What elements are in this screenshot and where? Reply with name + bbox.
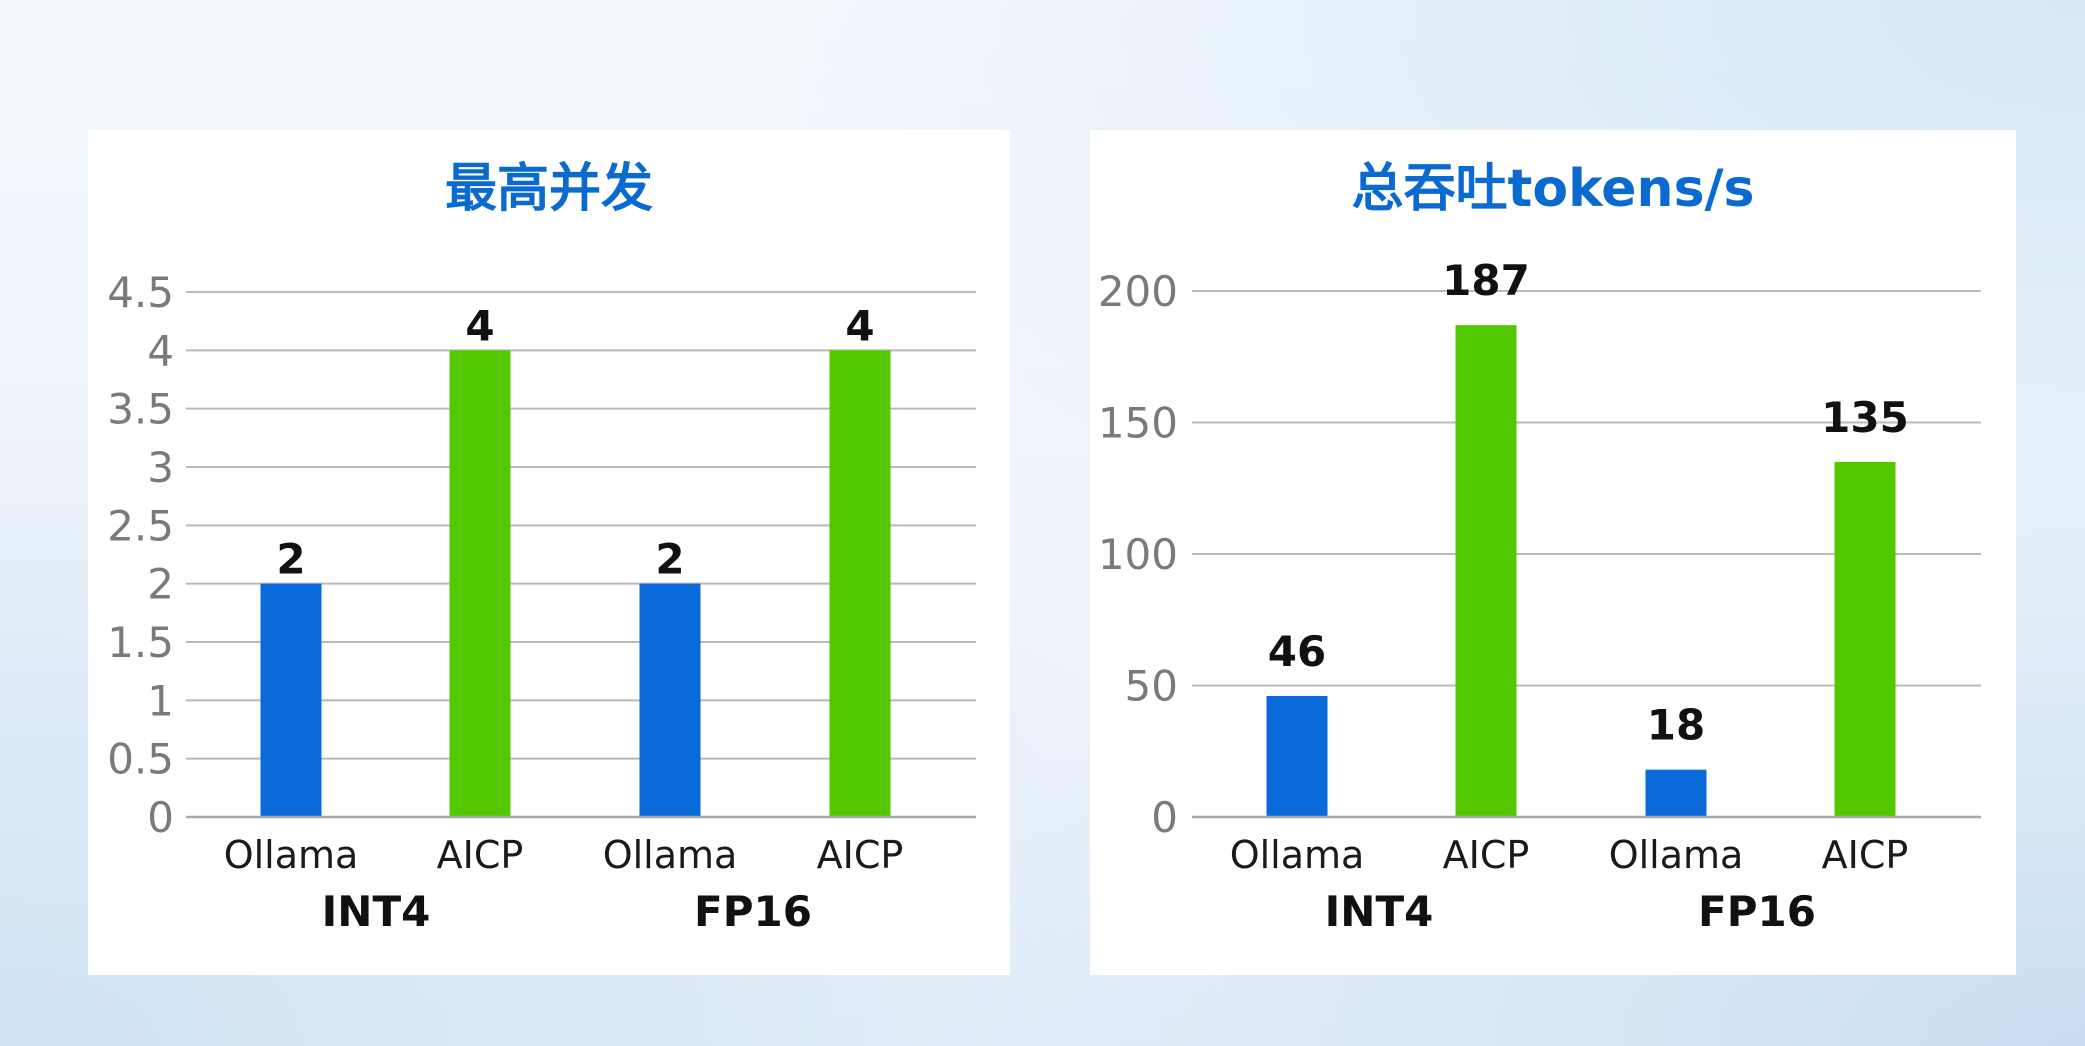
chart-panel-throughput: 总吞吐tokens/s 0 50 100 150 200 46 187 18 135 Ollama… [1090,130,2016,975]
x-category-label: Ollama [603,833,738,877]
x-group-label: INT4 [1325,887,1434,936]
chart-plot: 0 50 100 150 200 46 187 18 135 Ollama AICP Ollama AI… [1098,256,1981,936]
y-tick-label: 1 [147,676,174,725]
bar [639,583,701,817]
data-label: 2 [655,535,684,584]
data-label: 46 [1268,627,1326,676]
bar [449,350,511,817]
data-label: 135 [1821,393,1909,442]
data-label: 18 [1647,701,1705,750]
y-tick-label: 100 [1098,530,1178,579]
x-category-label: AICP [817,833,904,877]
y-tick-label: 1.5 [107,618,174,667]
y-tick-label: 0.5 [107,735,174,784]
chart-plot: 0 0.5 1 1.5 2 2.5 3 3.5 4 4.5 2 4 2 4 Ollama AICP Ollama… [107,268,976,936]
x-category-label: AICP [437,833,524,877]
bar [1834,461,1896,817]
y-tick-label: 2 [147,560,174,609]
x-category-label: Ollama [1609,833,1744,877]
bar [829,350,891,817]
bar [1455,325,1517,817]
x-category-label: Ollama [1230,833,1365,877]
bar [1266,696,1328,817]
x-group-label: FP16 [694,887,812,936]
bar [260,583,322,817]
y-tick-label: 50 [1125,662,1178,711]
y-tick-label: 2.5 [107,501,174,550]
x-category-label: AICP [1443,833,1530,877]
y-tick-label: 150 [1098,399,1178,448]
data-label: 4 [465,301,494,350]
y-tick-label: 3.5 [107,385,174,434]
data-label: 2 [276,535,305,584]
x-group-label: FP16 [1698,887,1816,936]
bar [1645,769,1707,817]
x-group-label: INT4 [322,887,431,936]
y-tick-label: 4.5 [107,268,174,317]
x-category-label: AICP [1822,833,1909,877]
data-label: 4 [845,301,874,350]
y-tick-label: 3 [147,443,174,492]
chart-panel-concurrency: 最高并发 0 0.5 1 1.5 2 2.5 3 3.5 4 4.5 2 4 2 4 Ollama AICP O… [88,130,1010,975]
y-tick-label: 0 [147,793,174,842]
chart-title: 总吞吐tokens/s [1351,159,1755,219]
x-category-label: Ollama [224,833,359,877]
y-tick-label: 200 [1098,267,1178,316]
y-tick-label: 0 [1151,793,1178,842]
data-label: 187 [1442,256,1530,305]
y-tick-label: 4 [147,326,174,375]
chart-title: 最高并发 [444,159,653,219]
